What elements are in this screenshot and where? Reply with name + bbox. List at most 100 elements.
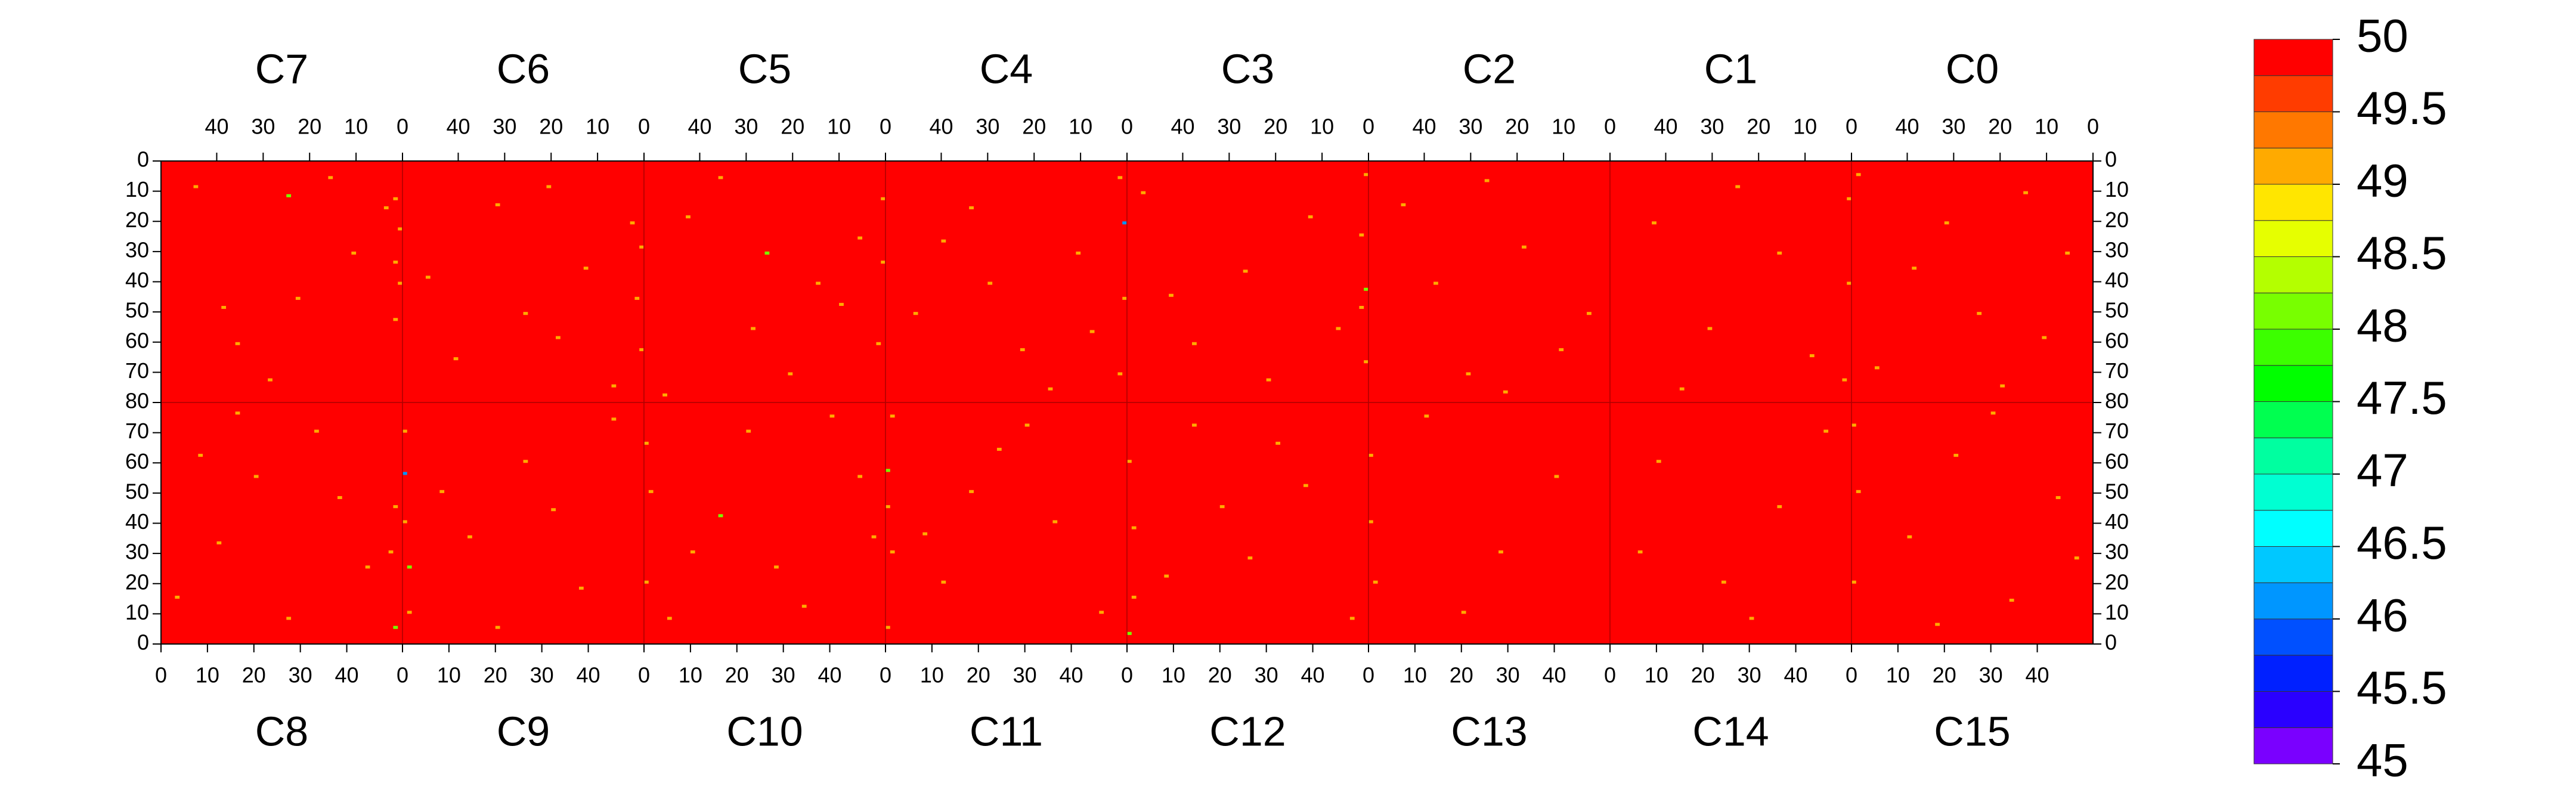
heat-cell	[235, 342, 240, 345]
y-tick-label: 20	[2105, 208, 2129, 232]
chip-background	[402, 161, 644, 402]
heat-cell	[1809, 354, 1815, 358]
colorbar-label: 49.5	[2357, 82, 2447, 134]
heat-cell	[1192, 342, 1197, 345]
heat-cell	[1847, 197, 1852, 200]
x-tick-label: 20	[781, 114, 804, 139]
heat-cell	[686, 215, 691, 219]
heat-cell	[2009, 599, 2014, 602]
x-tick-label: 40	[446, 114, 470, 139]
x-tick-label: 40	[1543, 663, 1566, 688]
x-tick-label: 40	[688, 114, 711, 139]
heat-cell	[523, 460, 528, 463]
heat-cell	[718, 514, 723, 518]
heat-cell	[365, 565, 370, 569]
heat-cell	[1368, 454, 1373, 457]
chip-title: C0	[1946, 45, 1999, 92]
y-tick-label: 10	[2105, 177, 2129, 202]
x-tick-label: 40	[335, 663, 359, 688]
heat-cell	[337, 496, 342, 499]
heat-cell	[1652, 221, 1657, 225]
heat-cell	[611, 384, 617, 388]
heat-cell	[648, 490, 654, 493]
heat-cell	[886, 469, 890, 472]
chip-title: C15	[1934, 708, 2010, 754]
y-tick-label: 10	[125, 600, 149, 624]
chip-background	[1368, 402, 1610, 644]
heat-cell	[393, 505, 398, 509]
y-tick-label: 50	[125, 298, 149, 323]
y-tick-label: 50	[2105, 479, 2129, 503]
x-tick-label: 0	[638, 114, 650, 139]
y-tick-label: 80	[125, 389, 149, 413]
colorbar-band	[2253, 546, 2333, 583]
heat-cell	[1364, 360, 1368, 364]
x-tick-label: 30	[1496, 663, 1520, 688]
heat-cell	[407, 611, 412, 614]
heat-cell	[393, 318, 398, 321]
heat-cell	[1484, 179, 1490, 182]
y-tick-label: 0	[137, 147, 149, 172]
chip-title: C1	[1704, 45, 1757, 92]
heat-cell	[1131, 596, 1137, 599]
heat-cell	[1127, 460, 1132, 463]
x-tick-label: 40	[2026, 663, 2049, 688]
heat-cell	[1373, 580, 1378, 584]
heat-cell	[634, 296, 640, 300]
heat-cell	[890, 414, 895, 418]
chip-title: C10	[726, 708, 803, 754]
heat-cell	[1944, 221, 1949, 225]
heat-cell	[1052, 520, 1058, 524]
heat-cell	[1466, 372, 1471, 376]
heat-cell	[1359, 233, 1364, 237]
heat-cell	[407, 565, 412, 569]
x-tick-label: 0	[1121, 663, 1133, 688]
y-tick-label: 70	[125, 419, 149, 443]
heat-cell	[2023, 191, 2028, 194]
y-tick-label: 50	[2105, 298, 2129, 323]
heat-cell	[1749, 617, 1754, 620]
colorbar-label: 48	[2357, 299, 2408, 352]
x-tick-label: 30	[1979, 663, 2003, 688]
heat-cell	[1117, 176, 1123, 179]
heat-cell	[1856, 173, 1861, 177]
heat-cell	[857, 236, 863, 240]
heat-cell	[286, 617, 292, 620]
x-tick-label: 20	[1505, 114, 1529, 139]
heat-cell	[922, 532, 928, 535]
x-tick-label: 0	[155, 663, 167, 688]
chip-background	[161, 161, 402, 402]
x-tick-label: 10	[1886, 663, 1910, 688]
heat-cell	[886, 626, 890, 629]
chip-background	[402, 402, 644, 644]
heat-cell	[2042, 336, 2047, 339]
heat-cell	[1935, 623, 1940, 626]
heat-cell	[987, 281, 993, 285]
x-tick-label: 10	[1069, 114, 1092, 139]
heat-cell	[328, 176, 333, 179]
heat-cell	[1777, 251, 1782, 255]
x-tick-label: 0	[1121, 114, 1133, 139]
chip-background	[1368, 161, 1610, 402]
y-tick-label: 40	[2105, 509, 2129, 534]
x-tick-label: 40	[1301, 663, 1325, 688]
colorbar-band	[2253, 292, 2333, 330]
x-tick-label: 0	[1363, 663, 1374, 688]
x-tick-label: 30	[1217, 114, 1241, 139]
x-tick-label: 20	[242, 663, 266, 688]
heat-cell	[1122, 221, 1127, 225]
y-tick-label: 60	[2105, 328, 2129, 352]
heat-cell	[1852, 580, 1856, 584]
chip-background	[1610, 161, 1852, 402]
heat-cell	[1401, 203, 1406, 206]
heat-cell	[1424, 414, 1429, 418]
heat-cell	[1117, 372, 1123, 376]
heat-cell	[1637, 550, 1643, 554]
heat-cell	[388, 550, 394, 554]
heat-cell	[1823, 429, 1829, 433]
x-tick-label: 30	[1942, 114, 1965, 139]
heat-cell	[1498, 550, 1503, 554]
x-tick-label: 30	[1255, 663, 1278, 688]
heat-cell	[467, 535, 472, 538]
heat-cell	[523, 312, 528, 315]
